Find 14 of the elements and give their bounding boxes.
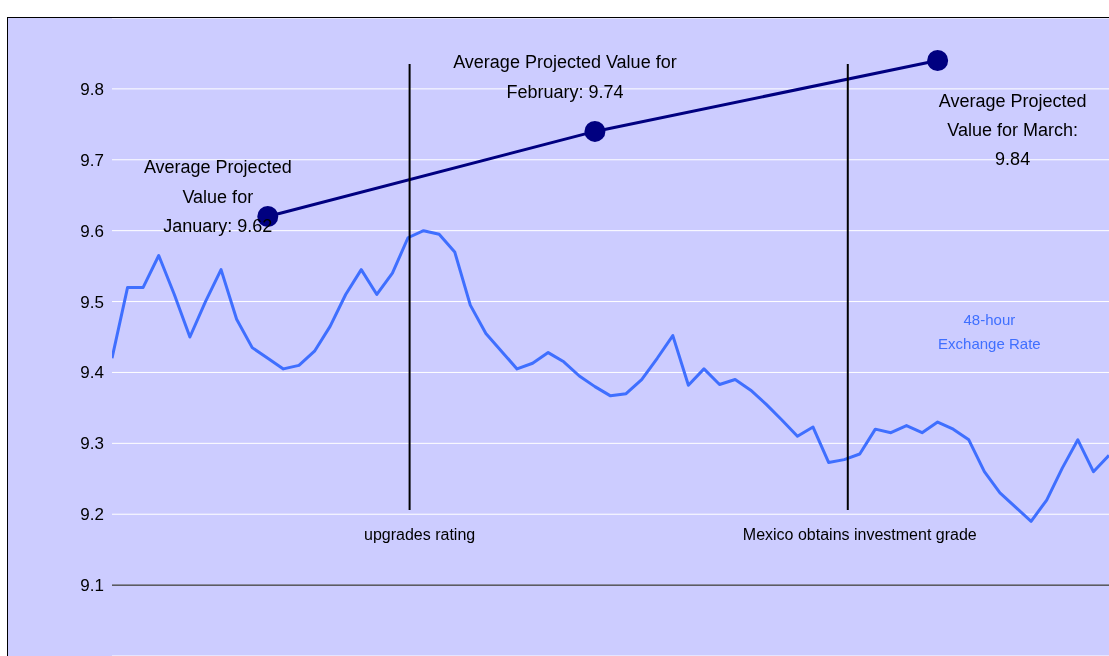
- y-tick-label: 9.7: [80, 150, 104, 170]
- point: [927, 50, 949, 72]
- y-tick-label: 9.3: [80, 434, 104, 454]
- y-tick-label: 9.8: [80, 79, 104, 99]
- y-tick-label: 9.1: [80, 576, 104, 596]
- point: [584, 120, 606, 142]
- annotation: Average Projected Value for March: 9.84: [938, 90, 1087, 169]
- annotation: Average Projected Value for January: 9.62: [143, 157, 292, 236]
- y-tick-label: 9.6: [80, 221, 104, 241]
- text: 48-hour Exchange Rate: [938, 310, 1041, 352]
- y-tick-label: 9.5: [80, 292, 104, 312]
- y-tick-label: 9.4: [80, 363, 104, 383]
- annotation: Average Projected Value for February: 9.74: [453, 52, 677, 102]
- y-tick-label: 9.2: [80, 505, 104, 525]
